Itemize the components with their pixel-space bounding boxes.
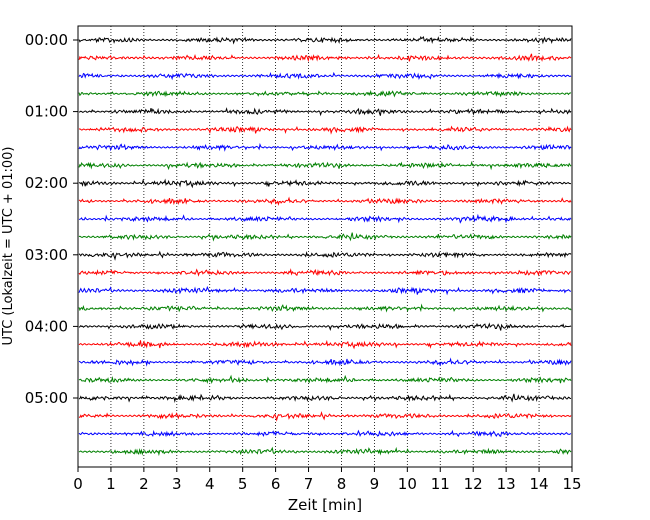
x-axis: 0 1 2 3 4 5 6 7 8 9 10 11 12 13 14 15 [73, 467, 582, 493]
x-tick-label: 8 [337, 475, 347, 493]
trace-line [78, 339, 572, 350]
x-tick-label: 4 [205, 475, 215, 493]
trace-line [78, 125, 572, 135]
trace-line [78, 374, 572, 384]
y-tick-label: 03:00 [25, 246, 68, 264]
x-tick-label: 10 [398, 475, 417, 493]
x-tick-label: 7 [304, 475, 314, 493]
x-axis-label: Zeit [min] [288, 496, 362, 514]
trace-line [78, 160, 572, 171]
y-tick-label: 00:00 [25, 31, 68, 49]
trace-line [78, 178, 571, 189]
x-tick-label: 13 [497, 475, 516, 493]
plot-area [77, 25, 573, 468]
x-tick-label: 9 [370, 475, 380, 493]
y-tick-label: 01:00 [25, 103, 68, 121]
trace-line [78, 142, 572, 152]
trace-series [78, 35, 572, 457]
x-tick-label: 15 [562, 475, 581, 493]
trace-line [78, 250, 572, 261]
trace-line [78, 446, 572, 457]
trace-line [78, 285, 572, 296]
x-tick-label: 11 [431, 475, 450, 493]
x-tick-label: 3 [172, 475, 182, 493]
trace-line [78, 322, 572, 332]
trace-line [78, 429, 572, 438]
y-axis: 00:00 01:00 02:00 03:00 04:00 05:00 [25, 31, 78, 407]
x-tick-label: 2 [139, 475, 149, 493]
trace-line [78, 53, 572, 63]
y-tick-label: 05:00 [25, 389, 68, 407]
trace-line [78, 393, 572, 404]
trace-line [78, 196, 572, 206]
y-tick-label: 04:00 [25, 317, 68, 335]
x-tick-label: 6 [271, 475, 281, 493]
trace-line [78, 357, 572, 367]
y-tick-label: 02:00 [25, 174, 68, 192]
x-tick-label: 1 [106, 475, 116, 493]
x-tick-label: 12 [464, 475, 483, 493]
x-tick-label: 0 [73, 475, 83, 493]
x-tick-label: 14 [530, 475, 549, 493]
trace-line [78, 213, 572, 224]
trace-line [78, 303, 572, 313]
trace-line [78, 268, 572, 277]
trace-line [78, 89, 572, 98]
x-tick-label: 5 [238, 475, 248, 493]
trace-line [78, 410, 572, 422]
trace-line [78, 232, 572, 242]
trace-line [78, 71, 572, 81]
trace-line [78, 107, 572, 117]
y-axis-label: UTC (Lokalzeit = UTC + 01:00) [1, 147, 16, 346]
trace-line [78, 35, 572, 45]
